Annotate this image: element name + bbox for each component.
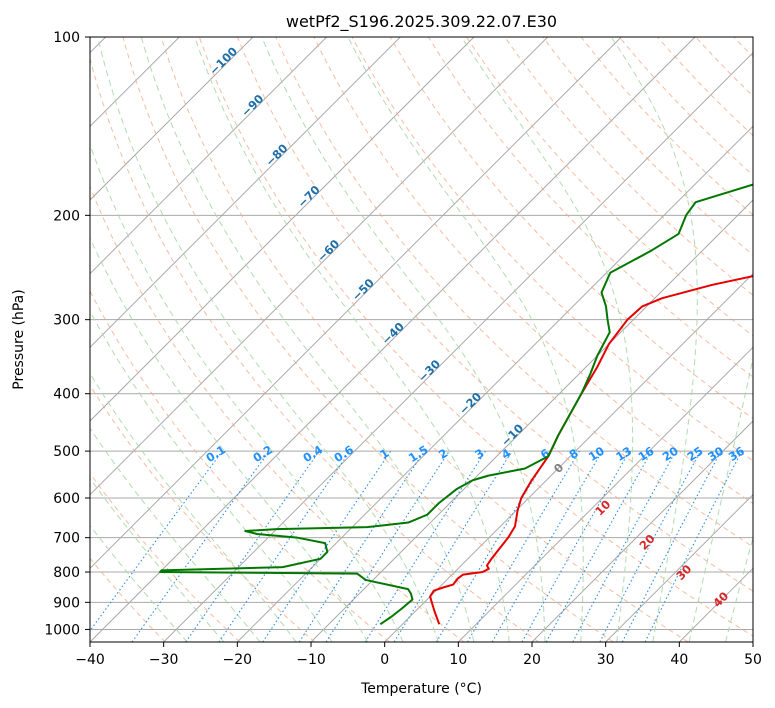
dry-adiabat-line [90,384,315,642]
y-tick-label: 800 [53,565,80,581]
moist-adiabat-line [90,143,404,642]
x-axis-label: Temperature (°C) [360,681,482,697]
dry-adiabat-line [160,37,689,642]
moist-adiabat-line [347,37,584,642]
y-axis-label: Pressure (hPa) [11,289,27,389]
mixing-ratio-line [262,450,392,642]
y-tick-label: 400 [53,387,80,403]
dry-adiabat-line [504,37,753,296]
moist-adiabat-line [140,37,475,642]
x-tick-label: −20 [223,652,253,668]
y-tick-label: 1000 [44,622,80,638]
mixing-ratio-line [218,450,351,642]
dry-adiabat-line [237,37,753,592]
isotherm-line [90,37,254,201]
mixing-ratio-line [521,450,630,642]
x-tick-label: 40 [670,652,688,668]
moist-adiabat-line [90,236,369,642]
isotherm-line [90,37,696,642]
dry-adiabat-line [90,472,241,642]
moist-adiabat-line [90,427,261,642]
x-tick-label: −30 [149,652,179,668]
mixing-ratio-line [185,450,320,642]
isotherm-line [531,420,753,642]
mixing-ratio-line [644,450,743,642]
x-tick-label: 10 [449,652,467,668]
dry-adiabat-line [389,37,753,420]
moist-adiabat-line [90,372,297,642]
mixing-ratio-line [131,450,270,642]
mixing-ratio-line [572,450,677,642]
isotherm-line [605,493,753,642]
series-group [158,183,753,626]
x-tick-label: −10 [296,652,326,668]
x-tick-label: 0 [380,652,389,668]
x-tick-label: 30 [597,652,615,668]
dry-adiabat-line [90,290,390,642]
chart-title: wetPf2_S196.2025.309.22.07.E30 [286,12,557,32]
isotherm-line [457,346,753,642]
mixing-ratio-line [90,450,223,632]
mixing-ratio-line [545,450,653,642]
moist-adiabat-line [725,536,753,642]
dewpoint-line [158,183,753,626]
x-tick-label: −40 [75,652,105,668]
plot-frame [89,36,754,643]
y-tick-label: 100 [53,30,80,46]
moist-adiabat-line [97,37,439,642]
dry-adiabat-line [351,37,753,462]
dry-adiabat-line [90,557,166,642]
moist-adiabat-line [90,524,188,642]
mixing-ratio-line [325,450,450,642]
dry-adiabat-line [313,37,753,505]
moist-adiabat-line [90,477,225,642]
moist-adiabat-line [90,310,333,642]
moist-adiabat-line [688,355,753,642]
isotherm-line [90,37,401,349]
dry-adiabat-line [90,56,540,642]
axes-group: −40 −30 −20 −10 0 10 20 30 40 50 1000 900 800 700 600 5… [44,30,762,668]
moist-adiabat-line [610,37,698,642]
y-tick-label: 500 [53,444,80,460]
moist-adiabat-line [261,37,546,642]
x-tick-label: 50 [744,652,762,668]
dry-adiabat-line [466,37,753,337]
x-tick-label: 20 [523,652,541,668]
isotherm-line [384,272,753,642]
y-tick-label: 200 [53,208,80,224]
mixing-ratio-line [298,450,425,642]
moist-adiabat-line [194,37,510,642]
isotherm-line [90,37,328,275]
isotherm-line [236,125,753,642]
y-tick-label: 900 [53,595,80,611]
dry-adiabat-line [275,37,753,548]
y-tick-label: 700 [53,531,80,547]
isotherm-line [90,37,549,496]
y-tick-label: 600 [53,491,80,507]
dry-adiabat-line [198,37,753,637]
y-tick-label: 300 [53,313,80,329]
dry-adiabat-line [122,37,614,642]
isotherm-line [90,37,622,570]
isotherm-line [90,37,475,422]
mixing-ratio-line [393,450,513,642]
